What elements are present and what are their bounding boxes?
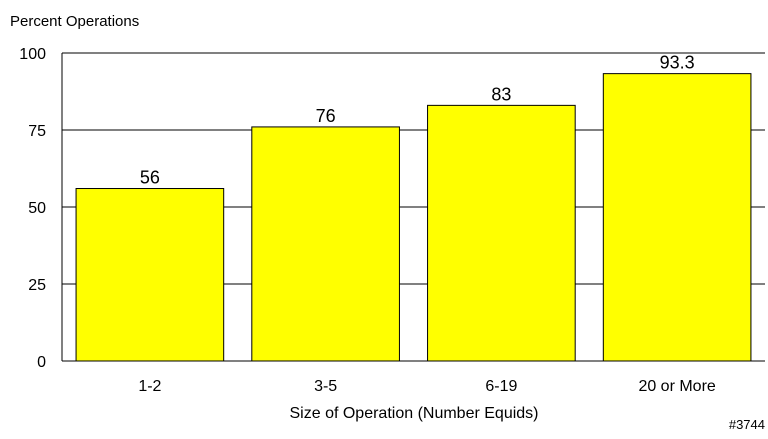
bar-value-label: 76 xyxy=(316,106,336,126)
bar xyxy=(427,104,576,362)
x-tick-label: 6-19 xyxy=(485,378,517,395)
y-tick-label: 75 xyxy=(28,123,46,140)
bar xyxy=(251,126,400,362)
x-tick-label: 3-5 xyxy=(314,378,337,395)
chart-footnote: #3744 xyxy=(729,417,765,432)
x-axis-label: Size of Operation (Number Equids) xyxy=(290,405,539,422)
y-tick-label: 0 xyxy=(37,354,46,371)
x-tick-label: 1-2 xyxy=(138,378,161,395)
y-tick-label: 100 xyxy=(19,46,46,63)
bar-value-label: 56 xyxy=(140,168,160,188)
bar xyxy=(75,188,225,362)
bar-value-label: 83 xyxy=(491,84,511,104)
y-tick-label: 50 xyxy=(28,200,46,217)
bar-value-label: 93.3 xyxy=(660,53,695,73)
y-tick-label: 25 xyxy=(28,277,46,294)
y-axis-label: Percent Operations xyxy=(10,13,139,30)
x-tick-label: 20 or More xyxy=(638,378,715,395)
bar xyxy=(602,73,752,362)
